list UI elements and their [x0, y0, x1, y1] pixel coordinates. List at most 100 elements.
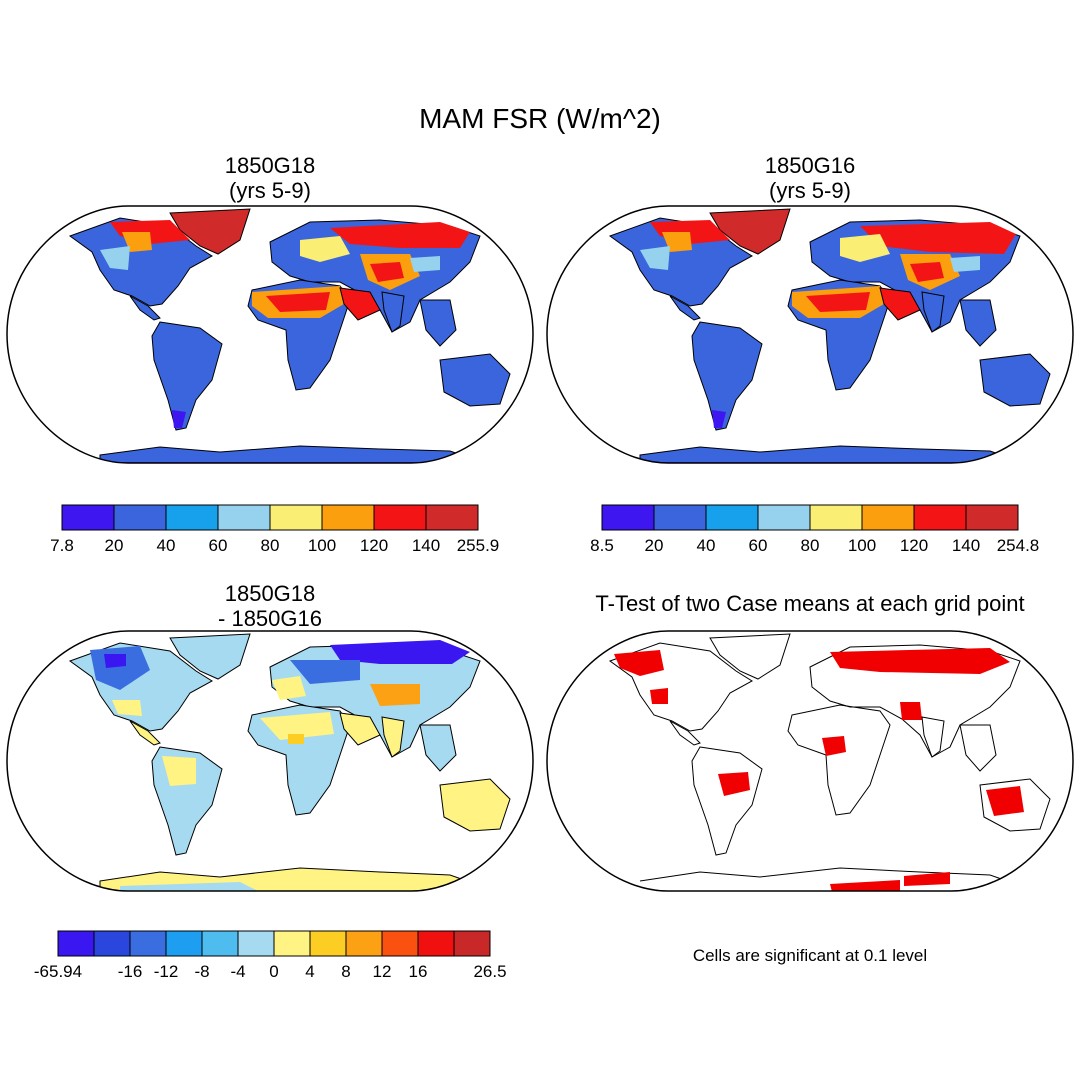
colorbar-3-swatch: [309, 930, 347, 957]
colorbar-1-label: 120: [360, 536, 388, 555]
map-panel-1: [6, 205, 534, 464]
se-asia-region: [419, 299, 457, 347]
colorbar-2-swatch: [861, 504, 915, 531]
colorbar-3-swatch: [237, 930, 275, 957]
colorbar-2-label: 40: [697, 536, 716, 555]
colorbar-3-swatch: [129, 930, 167, 957]
colorbar-2-label: 140: [952, 536, 980, 555]
india-region: [381, 291, 405, 333]
australia-region: [439, 778, 511, 832]
panel4-title: T-Test of two Case means at each grid po…: [595, 591, 1025, 616]
map-frame-3: [6, 630, 534, 892]
colorbar-1-label: 255.9: [457, 536, 500, 555]
colorbar-3-swatch: [57, 930, 95, 957]
canada-sig-patch: [614, 650, 664, 676]
map-frame-2: [546, 205, 1074, 464]
africa-outline: [787, 704, 891, 816]
map-frame-1: [6, 205, 534, 464]
colorbar-3-label: -65.94: [34, 962, 82, 981]
colorbar-2-swatch: [705, 504, 759, 531]
colorbar-2-swatch: [965, 504, 1019, 531]
south-america-region: [151, 321, 223, 431]
colorbar-3-label: 0: [269, 962, 278, 981]
sahara-red-patch: [806, 292, 870, 312]
colorbar-3-swatch: [381, 930, 419, 957]
antarctica-sig-patch-2: [904, 872, 950, 886]
colorbar-1-label: 80: [261, 536, 280, 555]
nam-yellow-patch: [112, 700, 142, 716]
siberia-sig-patch: [830, 648, 1010, 674]
australia-sig-patch: [986, 786, 1024, 816]
australia-region: [439, 353, 511, 407]
tibet-red-patch: [910, 262, 944, 282]
india-region: [921, 291, 945, 333]
colorbar-3-label: 16: [409, 962, 428, 981]
colorbar-3-label: -4: [230, 962, 245, 981]
map-panel-3: [6, 630, 534, 892]
patagonia-patch: [712, 410, 726, 428]
nam-light-patch: [640, 246, 670, 270]
map-frame-4: [546, 630, 1074, 892]
arabia-region: [339, 287, 381, 321]
antarctica-region: [99, 445, 471, 463]
colorbar-3-label: -8: [194, 962, 209, 981]
colorbar-3-swatch: [93, 930, 131, 957]
siberia-yellow-patch: [300, 236, 350, 262]
se-asia-region: [959, 299, 997, 347]
colorbar-2-swatch: [913, 504, 967, 531]
se-asia-region: [419, 724, 457, 772]
antarctica-light-patch: [120, 882, 260, 891]
colorbar-3-swatch: [453, 930, 491, 957]
africa-sig-patch: [822, 736, 846, 756]
se-asia-outline: [959, 724, 997, 772]
colorbar-3-swatch: [345, 930, 383, 957]
map-panel-2: [546, 205, 1074, 464]
colorbar-2-label: 120: [900, 536, 928, 555]
sahara-orange-patch: [288, 734, 304, 744]
colorbar-3-label: 12: [373, 962, 392, 981]
central-america-region: [129, 720, 161, 746]
colorbar-1-swatch: [321, 504, 375, 531]
colorbar-3-swatch: [165, 930, 203, 957]
colorbar-1-label: 40: [157, 536, 176, 555]
colorbar-3-swatch: [417, 930, 455, 957]
colorbar-2-label: 20: [645, 536, 664, 555]
colorbar-2-label: 60: [749, 536, 768, 555]
antarctica-outline: [639, 867, 1011, 883]
greenland-region: [169, 633, 251, 680]
canada-purple-patch: [104, 654, 126, 668]
colorbar-2-swatch: [757, 504, 811, 531]
nam-sig-patch: [650, 688, 668, 704]
europe-yellow-patch: [272, 676, 306, 700]
colorbar-1-label: 140: [412, 536, 440, 555]
central-america-region: [129, 295, 161, 321]
colorbar-2-swatch: [653, 504, 707, 531]
colorbar-1-label: 60: [209, 536, 228, 555]
colorbar-1-label: 7.8: [50, 536, 74, 555]
colorbar-1-swatch: [373, 504, 427, 531]
tibet-red-patch: [370, 262, 404, 282]
india-outline: [921, 716, 945, 758]
central-asia-orange-patch: [370, 684, 420, 706]
colorbar-1-swatch: [113, 504, 167, 531]
colorbar-2-swatch: [809, 504, 863, 531]
siberia-yellow-patch: [840, 234, 890, 262]
colorbar-3-label: -12: [154, 962, 179, 981]
colorbars: 7.8 20 40 60 80 100 120 140 255.9 8.5 20 40 60 80 100 1…: [34, 504, 1039, 981]
colorbar-3-label: -16: [118, 962, 143, 981]
arabia-region: [879, 287, 921, 321]
colorbar-2-label: 8.5: [590, 536, 614, 555]
nam-light-patch: [100, 246, 130, 270]
colorbar-1-label: 20: [105, 536, 124, 555]
siberia-red-patch: [860, 222, 1016, 254]
antarctica-sig-patch: [830, 880, 900, 891]
panel3-title-line1: 1850G18: [224, 581, 316, 606]
colorbar-2-label: 100: [848, 536, 876, 555]
colorbar-1-swatch: [165, 504, 219, 531]
colorbar-1-label: 100: [308, 536, 336, 555]
patagonia-patch: [172, 410, 186, 428]
central-america-region: [669, 295, 701, 321]
india-region: [381, 716, 405, 758]
australia-outline: [979, 778, 1051, 832]
